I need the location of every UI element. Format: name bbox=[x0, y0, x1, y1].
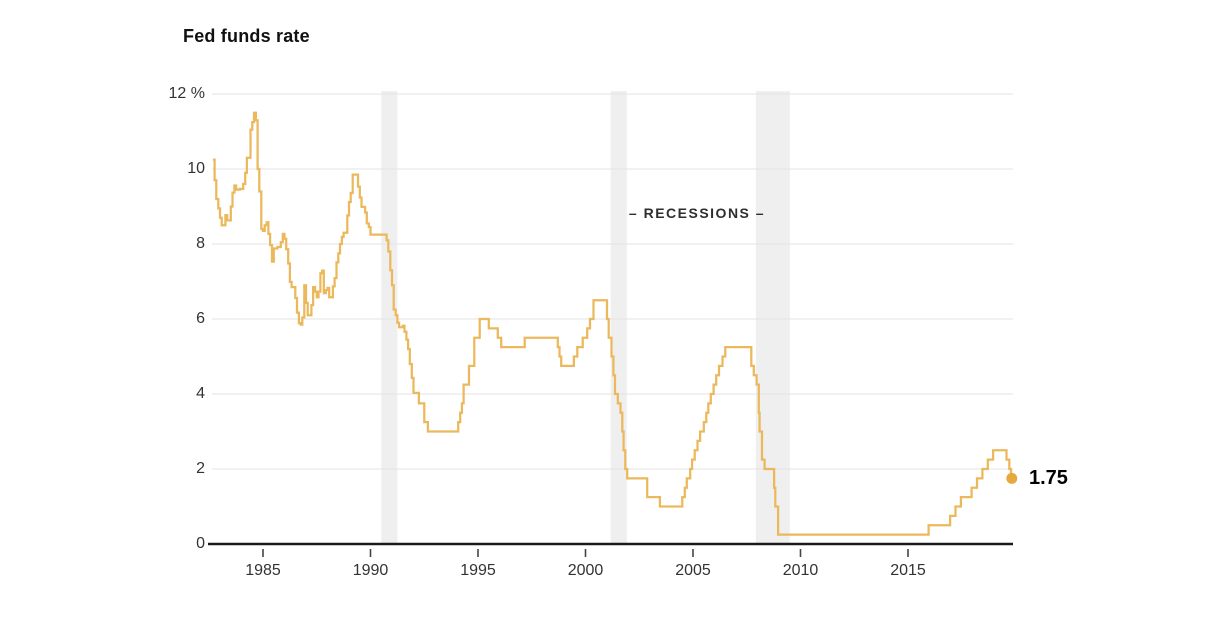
end-value-label: 1.75 bbox=[1029, 467, 1068, 489]
x-tick-label: 1990 bbox=[352, 562, 389, 579]
y-tick-label: 8 bbox=[196, 235, 205, 252]
y-tick-label: 6 bbox=[196, 310, 205, 327]
y-tick-label: 0 bbox=[196, 535, 205, 552]
y-tick-label: 4 bbox=[196, 385, 205, 402]
x-tick-label: 2015 bbox=[890, 562, 926, 579]
x-tick-label: 2010 bbox=[782, 562, 819, 579]
x-tick-label: 2000 bbox=[567, 562, 604, 579]
y-tick-label: 12 % bbox=[168, 85, 205, 102]
fed-funds-rate-line bbox=[212, 111, 1013, 536]
x-tick-label: 2005 bbox=[675, 562, 711, 579]
x-tick-label: 1985 bbox=[245, 562, 281, 579]
recession-band bbox=[755, 91, 790, 544]
recession-band bbox=[381, 91, 398, 544]
y-tick-label: 2 bbox=[196, 460, 205, 477]
x-tick-label: 1995 bbox=[460, 562, 496, 579]
chart-title: Fed funds rate bbox=[183, 26, 310, 46]
end-dot bbox=[1006, 472, 1018, 484]
recession-band bbox=[610, 91, 627, 544]
y-tick-label: 10 bbox=[187, 160, 205, 177]
recessions-label: – RECESSIONS – bbox=[628, 205, 766, 221]
